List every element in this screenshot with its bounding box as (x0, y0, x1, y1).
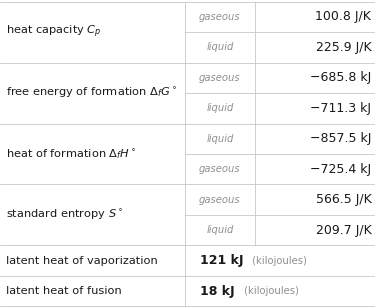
Text: free energy of formation $\Delta_f G^\circ$: free energy of formation $\Delta_f G^\ci… (6, 86, 177, 100)
Text: 566.5 J/K: 566.5 J/K (315, 193, 371, 206)
Text: latent heat of vaporization: latent heat of vaporization (6, 256, 158, 266)
Text: standard entropy $S^\circ$: standard entropy $S^\circ$ (6, 208, 123, 222)
Text: liquid: liquid (206, 42, 234, 52)
Text: liquid: liquid (206, 225, 234, 235)
Text: latent heat of fusion: latent heat of fusion (6, 286, 122, 296)
Text: heat capacity $C_p$: heat capacity $C_p$ (6, 24, 101, 40)
Text: −685.8 kJ: −685.8 kJ (310, 71, 371, 84)
Text: −711.3 kJ: −711.3 kJ (310, 102, 371, 115)
Text: gaseous: gaseous (199, 164, 241, 174)
Text: 18 kJ: 18 kJ (200, 285, 234, 298)
Text: gaseous: gaseous (199, 12, 241, 22)
Text: 209.7 J/K: 209.7 J/K (315, 224, 371, 237)
Text: (kilojoules): (kilojoules) (241, 286, 299, 296)
Text: −857.5 kJ: −857.5 kJ (310, 132, 371, 145)
Text: 225.9 J/K: 225.9 J/K (316, 41, 371, 54)
Text: liquid: liquid (206, 103, 234, 113)
Text: gaseous: gaseous (199, 73, 241, 83)
Text: heat of formation $\Delta_f H^\circ$: heat of formation $\Delta_f H^\circ$ (6, 147, 136, 161)
Text: (kilojoules): (kilojoules) (249, 256, 307, 266)
Text: gaseous: gaseous (199, 195, 241, 205)
Text: liquid: liquid (206, 134, 234, 144)
Text: −725.4 kJ: −725.4 kJ (310, 163, 371, 176)
Text: 121 kJ: 121 kJ (200, 254, 243, 267)
Text: 100.8 J/K: 100.8 J/K (315, 10, 371, 23)
